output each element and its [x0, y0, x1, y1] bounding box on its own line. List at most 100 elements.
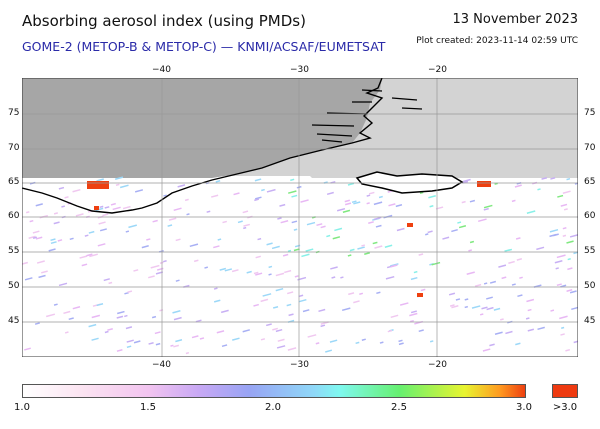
aerosol-pixel — [508, 260, 515, 264]
aerosol-pixel — [489, 343, 495, 347]
aerosol-pixel — [175, 238, 181, 242]
aerosol-pixel — [86, 253, 93, 257]
aerosol-pixel — [91, 314, 101, 319]
aerosol-pixel — [368, 221, 374, 224]
aerosol-pixel — [379, 341, 384, 344]
aerosol-pixel — [104, 206, 110, 209]
aerosol-pixel — [126, 339, 134, 343]
aerosol-pixel — [418, 329, 424, 333]
aerosol-pixel — [271, 245, 280, 250]
aerosol-pixel — [298, 298, 307, 303]
aerosol-pixel — [451, 305, 459, 309]
aerosol-pixel — [366, 194, 371, 197]
aerosol-pixel — [220, 309, 229, 314]
aerosol-pixel — [204, 266, 209, 269]
colorbar-overflow-label: >3.0 — [552, 402, 578, 413]
aerosol-pixel — [330, 266, 338, 270]
aerosol-pixel — [98, 221, 106, 225]
aerosol-pixel — [307, 334, 317, 338]
aerosol-pixel — [448, 292, 456, 296]
lat-tick: 75 — [584, 108, 596, 118]
aerosol-pixel — [36, 260, 45, 264]
aerosol-pixel — [378, 195, 383, 199]
aerosol-pixel — [320, 225, 326, 229]
aerosol-pixel — [26, 211, 30, 214]
aerosol-pixel — [562, 190, 571, 194]
aerosol-pixel — [277, 338, 285, 342]
aerosol-pixel — [48, 248, 56, 252]
aerosol-pixel — [237, 220, 243, 224]
aerosol-pixel — [329, 339, 338, 343]
plot-created-label: Plot created: 2023-11-14 02:59 UTC — [416, 36, 578, 46]
aerosol-pixel — [268, 265, 273, 269]
aerosol-pixel — [537, 326, 545, 331]
lon-tick-bottom: −40 — [152, 360, 171, 370]
aerosol-pixel — [81, 263, 88, 267]
aerosol-pixel — [68, 317, 74, 321]
aerosol-pixel — [395, 203, 403, 208]
chart-title: Absorbing aerosol index (using PMDs) — [22, 12, 306, 30]
aerosol-pixel — [511, 199, 516, 203]
aerosol-pixel — [301, 253, 310, 258]
aerosol-pixel — [316, 223, 323, 227]
aerosol-pixel — [373, 201, 383, 206]
aerosol-pixel — [53, 221, 60, 225]
aerosol-pixel — [537, 188, 541, 191]
aerosol-pixel — [347, 182, 355, 186]
aerosol-pixel — [119, 184, 129, 189]
aerosol-pixel — [351, 200, 357, 204]
aerosol-pixel — [318, 308, 326, 313]
aerosol-pixel — [399, 302, 409, 306]
aerosol-pixel — [97, 243, 106, 247]
aerosol-map — [22, 78, 578, 357]
aerosol-pixel — [494, 331, 503, 336]
aerosol-pixel — [253, 271, 259, 275]
aerosol-pixel — [566, 289, 573, 292]
aerosol-pixel — [89, 253, 98, 258]
aerosol-pixel — [396, 227, 405, 232]
aerosol-pixel — [215, 180, 221, 183]
aerosol-pixel — [275, 328, 283, 333]
aerosol-pixel — [217, 238, 222, 241]
aerosol-pixel — [280, 219, 289, 224]
aerosol-pixel — [429, 205, 434, 208]
aerosol-pixel — [88, 230, 95, 234]
aerosol-pixel — [569, 290, 577, 294]
aerosol-pixel — [35, 203, 43, 207]
lat-tick: 50 — [8, 281, 20, 291]
aerosol-pixel — [573, 340, 578, 344]
aerosol-pixel — [213, 299, 221, 303]
aerosol-pixel — [556, 254, 566, 259]
aerosol-pixel — [466, 271, 475, 275]
aerosol-pixel — [243, 223, 251, 227]
aerosol-pixel — [46, 313, 56, 318]
aerosol-pixel — [128, 224, 137, 229]
aerosol-pixel — [479, 313, 484, 316]
aerosol-pixel — [508, 248, 513, 252]
greenland-coastline — [22, 78, 384, 214]
aerosol-pixel — [486, 296, 493, 300]
aerosol-pixel — [260, 298, 269, 303]
aerosol-pixel — [108, 281, 113, 285]
aerosol-pixel — [375, 224, 382, 228]
aerosol-pixel — [562, 227, 567, 230]
aerosol-pixel — [173, 207, 182, 212]
colorbar-label: 2.0 — [265, 402, 281, 413]
aerosol-pixel — [167, 224, 173, 227]
aerosol-pixel — [556, 283, 562, 287]
aerosol-pixel — [481, 306, 488, 310]
aerosol-pixel — [287, 249, 292, 253]
aerosol-pixel — [451, 228, 458, 233]
aerosol-pixel — [242, 329, 250, 333]
aerosol-pixel — [155, 271, 164, 275]
aerosol-pixel — [469, 240, 475, 244]
aerosol-pixel — [32, 230, 40, 234]
aerosol-pixel — [489, 280, 497, 284]
aerosol-pixel — [429, 340, 434, 343]
aerosol-pixel — [125, 326, 133, 330]
aerosol-pixel — [477, 218, 487, 223]
aerosol-pixel — [347, 254, 352, 257]
aerosol-pixel — [388, 203, 396, 207]
aerosol-pixel — [35, 236, 43, 240]
lat-tick: 55 — [584, 246, 596, 256]
